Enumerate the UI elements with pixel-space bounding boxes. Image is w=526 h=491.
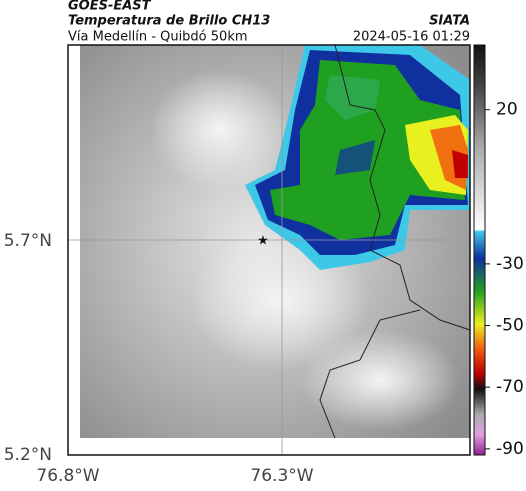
- imagery: [80, 44, 471, 439]
- colorbar-tick-label: -30: [496, 254, 524, 274]
- title: GOES-EAST: [68, 0, 152, 14]
- map-frame: [67, 44, 471, 456]
- colorbar: [473, 44, 486, 456]
- lat-label: 5.2°N: [4, 445, 52, 465]
- location: Vía Medellín - Quibdó 50km: [68, 30, 248, 45]
- source: SIATA: [429, 14, 470, 29]
- colorbar-tick-label: -70: [496, 377, 524, 397]
- subtitle: Temperatura de Brillo CH13: [68, 14, 270, 29]
- lat-label: 5.7°N: [4, 231, 52, 251]
- city-marker: ★: [257, 234, 269, 249]
- lon-label: 76.8°W: [36, 466, 99, 486]
- colorbar-tick-label: -50: [496, 316, 524, 336]
- colorbar-tick-label: 20: [496, 100, 518, 120]
- timestamp: 2024-05-16 01:29: [353, 30, 470, 45]
- colorbar-tick-label: -90: [496, 439, 524, 459]
- lon-label: 76.3°W: [250, 466, 313, 486]
